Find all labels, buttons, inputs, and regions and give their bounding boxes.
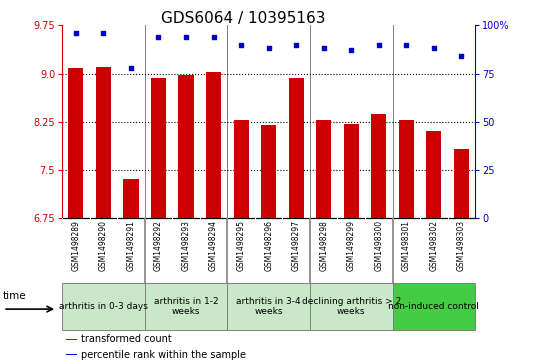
Bar	[145, 283, 227, 330]
Point	[181, 34, 190, 40]
Point	[347, 48, 355, 53]
Bar	[227, 283, 310, 330]
Text: GSM1498295: GSM1498295	[237, 220, 246, 271]
Point	[292, 42, 300, 48]
Text: declining arthritis > 2
weeks: declining arthritis > 2 weeks	[302, 297, 401, 317]
Point	[374, 42, 383, 48]
Text: GSM1498296: GSM1498296	[264, 220, 273, 271]
Bar	[310, 283, 393, 330]
Bar	[233, 120, 249, 218]
Bar	[316, 120, 332, 218]
Text: non-induced control: non-induced control	[388, 302, 480, 311]
Text: GSM1498291: GSM1498291	[126, 220, 136, 271]
Point	[429, 46, 438, 52]
Text: GSM1498302: GSM1498302	[429, 220, 438, 271]
Text: GSM1498294: GSM1498294	[209, 220, 218, 271]
Point	[154, 34, 163, 40]
Point	[237, 42, 245, 48]
Text: arthritis in 0-3 days: arthritis in 0-3 days	[59, 302, 148, 311]
Text: GSM1498292: GSM1498292	[154, 220, 163, 271]
Text: GDS6064 / 10395163: GDS6064 / 10395163	[161, 11, 325, 26]
Bar	[399, 120, 414, 218]
Bar	[66, 354, 77, 355]
Bar	[123, 179, 139, 218]
Text: transformed count: transformed count	[80, 334, 171, 344]
Text: arthritis in 1-2
weeks: arthritis in 1-2 weeks	[154, 297, 218, 317]
Bar	[454, 149, 469, 218]
Bar	[66, 339, 77, 340]
Bar	[68, 68, 84, 218]
Text: GSM1498298: GSM1498298	[319, 220, 328, 271]
Text: GSM1498303: GSM1498303	[457, 220, 466, 271]
Point	[457, 53, 465, 59]
Point	[99, 30, 108, 36]
Bar	[371, 114, 387, 218]
Bar	[96, 67, 111, 218]
Bar	[151, 78, 166, 218]
Point	[126, 65, 135, 71]
Text: GSM1498293: GSM1498293	[181, 220, 191, 271]
Bar	[206, 72, 221, 218]
Bar	[288, 78, 304, 218]
Text: GSM1498297: GSM1498297	[292, 220, 301, 271]
Bar	[178, 75, 194, 218]
Text: GSM1498290: GSM1498290	[99, 220, 108, 271]
Text: GSM1498289: GSM1498289	[71, 220, 80, 271]
Text: time: time	[3, 291, 27, 301]
Point	[210, 34, 218, 40]
Point	[402, 42, 410, 48]
Point	[319, 46, 328, 52]
Bar	[62, 283, 145, 330]
Bar	[261, 125, 276, 218]
Bar	[426, 131, 442, 218]
Bar	[343, 123, 359, 218]
Text: arthritis in 3-4
weeks: arthritis in 3-4 weeks	[237, 297, 301, 317]
Text: percentile rank within the sample: percentile rank within the sample	[80, 350, 246, 360]
Point	[71, 30, 80, 36]
Point	[265, 46, 273, 52]
Text: GSM1498300: GSM1498300	[374, 220, 383, 271]
Bar	[393, 283, 475, 330]
Text: GSM1498299: GSM1498299	[347, 220, 356, 271]
Text: GSM1498301: GSM1498301	[402, 220, 411, 271]
